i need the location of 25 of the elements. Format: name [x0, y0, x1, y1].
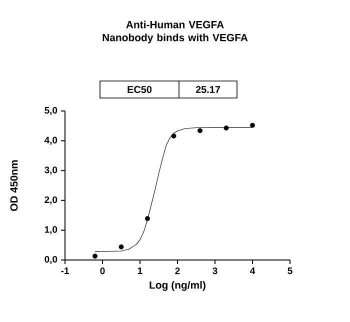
point: [250, 122, 255, 128]
y-tick-label: 5,0: [44, 106, 58, 116]
point: [118, 244, 124, 250]
point: [145, 216, 150, 222]
point: [198, 128, 202, 134]
point: [171, 134, 176, 139]
chart-title: Anti-Human VEGFA Nanobody binds with VEGFA: [102, 20, 248, 44]
x-tick-label: 3: [212, 268, 218, 274]
y-tick-label: 1,0: [44, 226, 58, 234]
y-axis-title: OD 450nm: [10, 160, 18, 211]
y-tick-label: 0,0: [44, 256, 58, 264]
point: [92, 254, 98, 259]
text: EC50: [128, 86, 152, 94]
text: 25.17: [196, 86, 220, 94]
x-tick-label: 1: [138, 268, 142, 274]
x-tick-label: 2: [175, 268, 180, 274]
x-axis-title: Log (ng/ml): [150, 281, 206, 291]
x-tick-label: 4: [250, 268, 256, 274]
x-tick-label: -1: [61, 268, 69, 274]
x-tick-label: 0: [100, 268, 105, 274]
y-tick-label: 4,0: [44, 136, 58, 145]
y-tick-label: 3,0: [44, 166, 58, 175]
x-tick-label: 5: [288, 268, 292, 274]
point: [224, 126, 229, 130]
y-tick-label: 2,0: [44, 196, 58, 204]
